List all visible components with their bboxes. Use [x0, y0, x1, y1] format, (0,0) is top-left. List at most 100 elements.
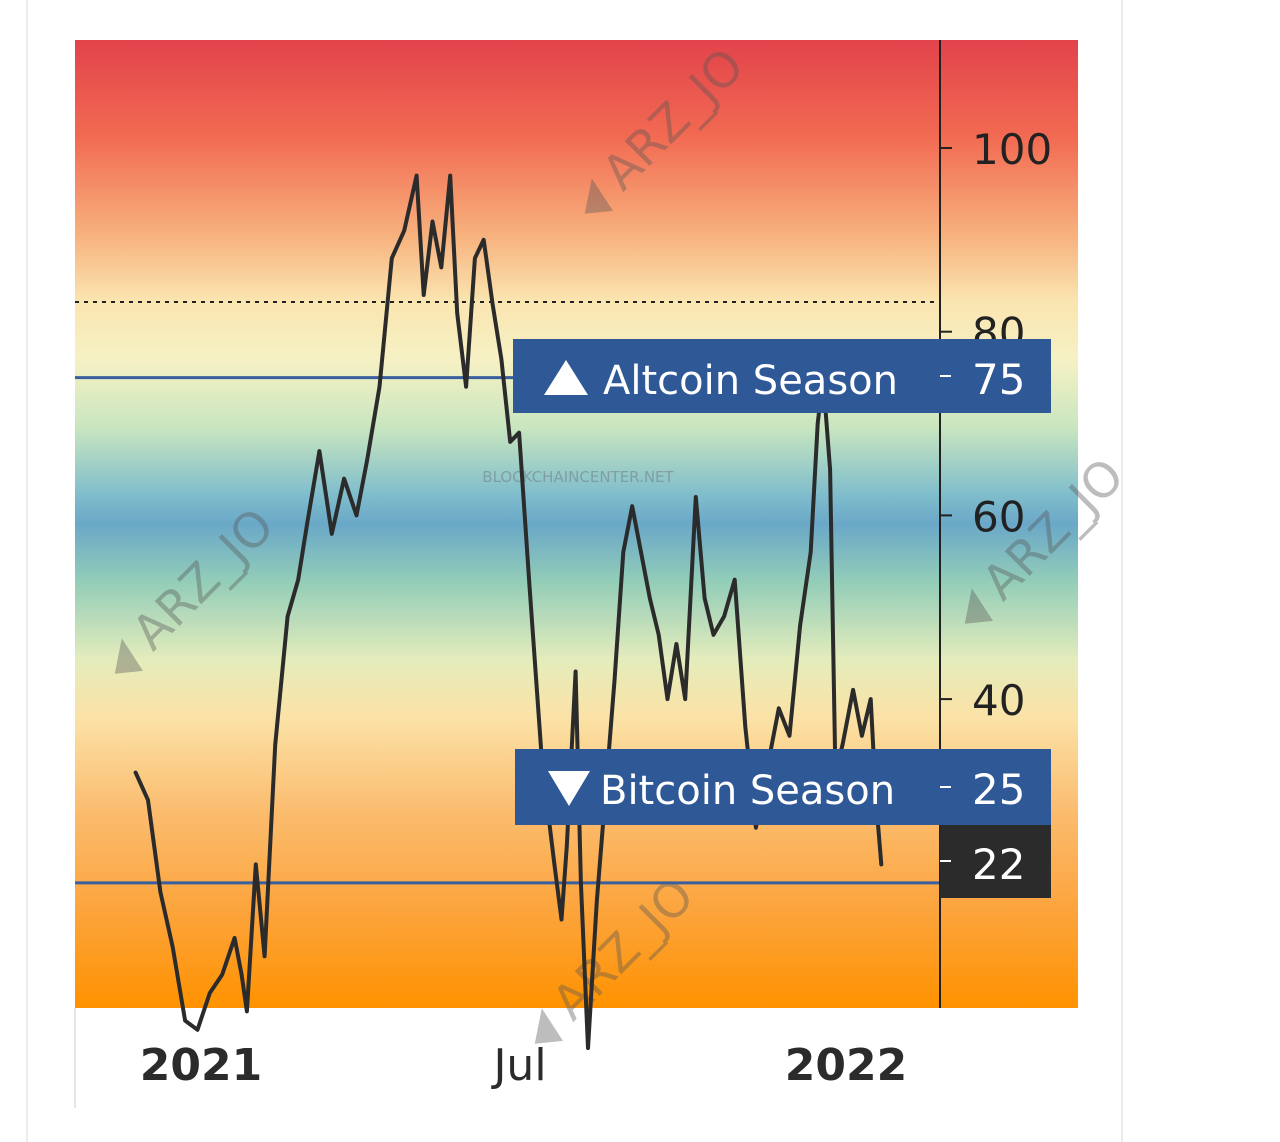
series-point [455, 311, 459, 315]
current-value-text: 22 [972, 840, 1025, 889]
series-point [365, 458, 369, 462]
current-value-label: 22 [940, 825, 1051, 898]
series-point [171, 945, 175, 949]
series-point [552, 862, 556, 866]
series-point [273, 743, 277, 747]
series-point [183, 1019, 187, 1023]
series-point [657, 633, 661, 637]
series-point [330, 532, 334, 536]
y-tick-100: 100 [940, 125, 1052, 174]
x-axis-ticks: 2021 Jul 2022 [140, 1040, 907, 1091]
series-point [431, 220, 434, 223]
series-point [621, 550, 625, 554]
series-point [263, 954, 267, 958]
watermark-icon [534, 1008, 564, 1044]
series-point [342, 477, 346, 481]
series-point [464, 385, 468, 389]
series-point [648, 596, 652, 600]
bitcoin-value: 25 [972, 765, 1025, 814]
blockchaincenter-watermark: BLOCKCHAINCENTER.NET [482, 468, 674, 486]
series-point [317, 449, 321, 453]
series-point [703, 596, 707, 600]
series-point [508, 440, 512, 444]
series-point [743, 725, 747, 729]
x-tick-label-jul: Jul [490, 1040, 546, 1091]
series-point [517, 431, 521, 435]
x-tick-label-2022: 2022 [785, 1040, 907, 1091]
y-tick-label: 40 [972, 676, 1025, 725]
bitcoin-season-text: Bitcoin Season [600, 768, 895, 814]
series-point [712, 633, 715, 637]
up-triangle-icon [544, 360, 588, 395]
series-point [613, 679, 616, 683]
series-point [439, 265, 443, 269]
series-point [305, 523, 309, 527]
series-point [560, 918, 563, 921]
watermark-icon [584, 178, 614, 214]
series-point [233, 936, 237, 940]
current-value-box [940, 825, 1051, 898]
series-point [851, 688, 855, 692]
altcoin-value: 75 [972, 355, 1025, 404]
series-point [208, 991, 212, 995]
series-point [528, 587, 532, 591]
plot-background [75, 40, 1078, 1008]
series-point [595, 899, 599, 903]
series-point [415, 174, 419, 178]
series-point [860, 734, 864, 738]
series-point [402, 229, 406, 233]
series-point [639, 550, 643, 554]
series-point [574, 670, 578, 673]
series-point [146, 798, 150, 802]
series-point [798, 624, 802, 628]
series-point [630, 504, 634, 508]
series-point [378, 385, 381, 389]
series-point [240, 973, 244, 977]
series-point [828, 468, 832, 471]
series-point [355, 513, 358, 517]
series-point [473, 256, 477, 260]
series-point [674, 642, 678, 646]
y-tick-label: 100 [972, 125, 1052, 174]
bitcoin-season-label: Bitcoin Season 25 [515, 749, 1051, 825]
series-point [879, 862, 883, 866]
series-point [565, 844, 569, 848]
watermark-icon [114, 638, 144, 674]
x-tick-label-2021: 2021 [140, 1040, 262, 1091]
series-point [390, 256, 394, 260]
series-point [841, 743, 844, 747]
altcoin-season-text: Altcoin Season [603, 358, 898, 404]
series-point [491, 302, 495, 306]
series-point [816, 422, 820, 425]
series-point [134, 771, 138, 775]
series-point [788, 734, 791, 738]
down-triangle-icon [548, 771, 590, 806]
series-point [683, 697, 687, 701]
altcoin-season-label: Altcoin Season 75 [513, 339, 1051, 413]
series-point [448, 174, 452, 178]
series-point [586, 1046, 590, 1050]
y-tick-60: 60 [940, 492, 1025, 541]
series-point [254, 862, 258, 866]
series-point [499, 357, 503, 361]
series-point [296, 578, 300, 582]
series-point [482, 238, 486, 242]
series-point [286, 614, 290, 618]
series-point [158, 890, 162, 894]
altcoin-season-box [513, 339, 1051, 413]
y-tick-40: 40 [940, 676, 1025, 725]
series-point [809, 550, 813, 554]
watermark-icon [964, 588, 994, 624]
series-point [666, 697, 669, 701]
series-point [777, 706, 781, 710]
series-point [733, 578, 737, 582]
series-point [754, 826, 758, 830]
series-point [422, 293, 426, 297]
series-point [722, 614, 726, 618]
series-point [579, 881, 583, 885]
bitcoin-season-box [515, 749, 1051, 825]
series-point [196, 1028, 199, 1032]
series-point [869, 697, 873, 701]
series-point [245, 1009, 249, 1013]
